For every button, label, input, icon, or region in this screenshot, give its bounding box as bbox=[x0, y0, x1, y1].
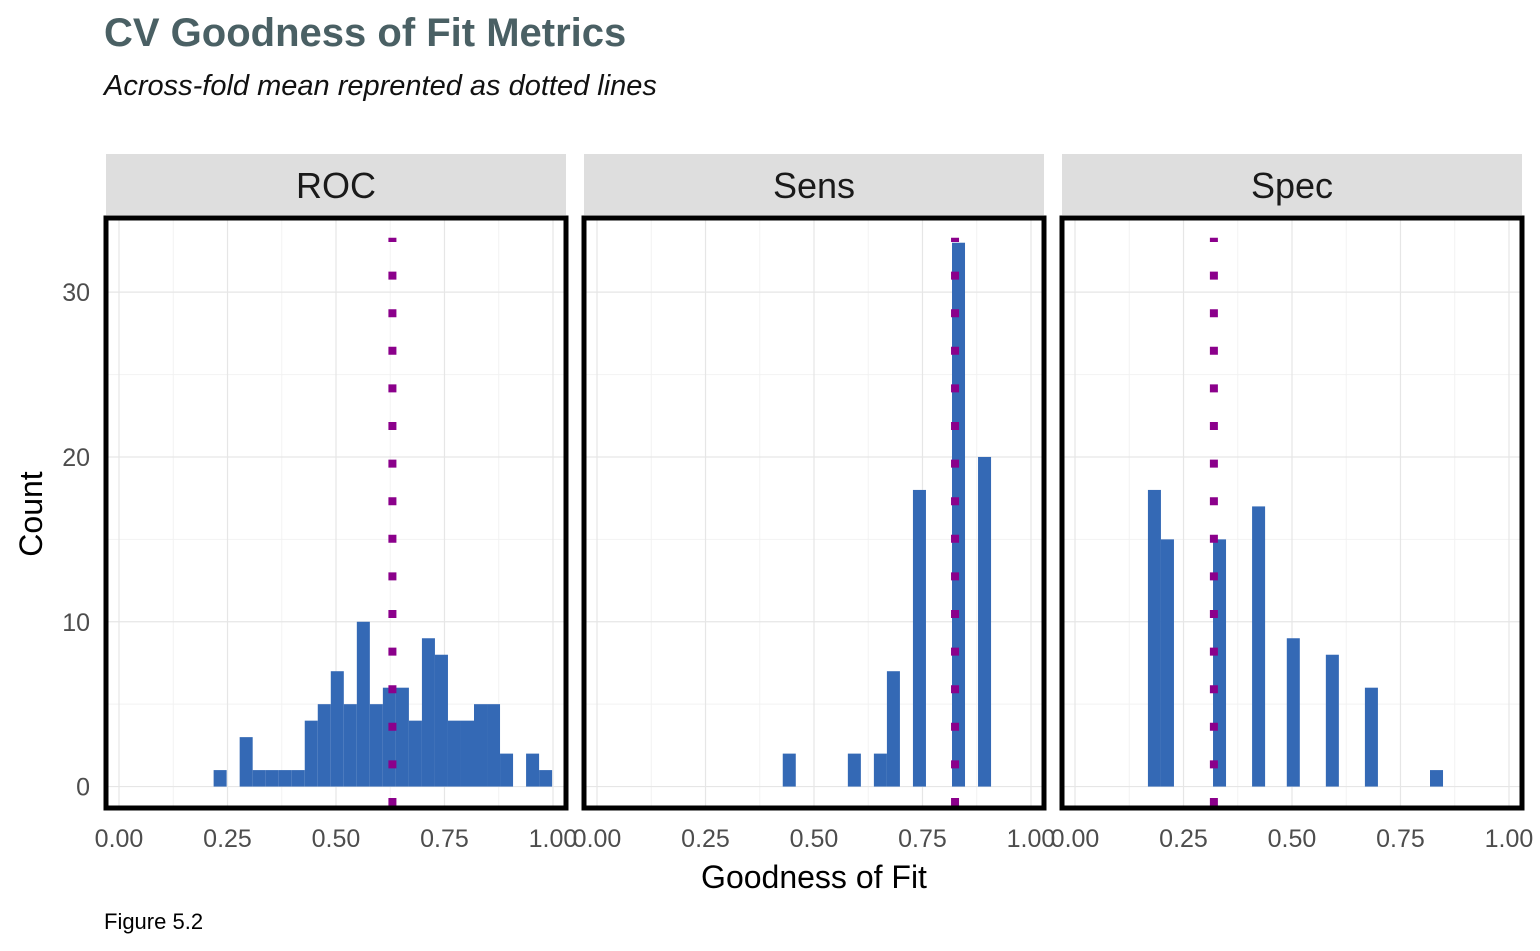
y-tick-label: 10 bbox=[62, 609, 90, 637]
histogram-bar bbox=[1286, 638, 1300, 787]
histogram-bar bbox=[500, 753, 514, 787]
x-tick-label: 1.00 bbox=[529, 825, 578, 853]
histogram-bar bbox=[317, 704, 331, 787]
histogram-bar bbox=[434, 654, 448, 787]
y-tick-label: 0 bbox=[76, 774, 90, 802]
panel-border bbox=[103, 215, 569, 811]
x-tick-label: 0.75 bbox=[898, 825, 947, 853]
histogram-bar bbox=[952, 242, 966, 787]
facet-strip-label: ROC bbox=[296, 165, 376, 206]
x-tick-label: 0.50 bbox=[790, 825, 839, 853]
histogram-bar bbox=[847, 753, 861, 787]
histogram-bar bbox=[1325, 654, 1339, 787]
histogram-bar bbox=[526, 753, 540, 787]
y-tick-label: 20 bbox=[62, 444, 90, 472]
histogram-bar bbox=[487, 704, 501, 787]
histogram-bar bbox=[395, 687, 409, 787]
histogram-bar bbox=[1364, 687, 1378, 787]
histogram-bar bbox=[873, 753, 887, 787]
chart-subtitle: Across-fold mean reprented as dotted lin… bbox=[102, 70, 657, 102]
histogram-bar bbox=[213, 770, 227, 787]
x-tick-label: 0.00 bbox=[1051, 825, 1100, 853]
facet-panel-sens: Sens 0.00 0.25 0.50 0.75 1.00 bbox=[573, 154, 1056, 853]
chart-title: CV Goodness of Fit Metrics bbox=[104, 11, 626, 55]
facet-panels: ROC 0.00 0.25 0.50 0.75 1.00 Sens 0.00 0.25 0.50 0… bbox=[95, 154, 1534, 853]
facet-panel-spec: Spec 0.00 0.25 0.50 0.75 1.00 bbox=[1051, 154, 1534, 853]
histogram-bar bbox=[782, 753, 796, 787]
x-tick-label: 0.00 bbox=[95, 825, 144, 853]
x-tick-label: 0.25 bbox=[1159, 825, 1208, 853]
histogram-bar bbox=[1147, 489, 1161, 787]
histogram-bar bbox=[474, 704, 488, 787]
x-tick-label: 0.25 bbox=[203, 825, 252, 853]
histogram-bar bbox=[304, 720, 318, 787]
x-axis-title: Goodness of Fit bbox=[701, 859, 927, 895]
facet-panel-roc: ROC 0.00 0.25 0.50 0.75 1.00 bbox=[95, 154, 578, 853]
histogram-bar bbox=[265, 770, 279, 787]
histogram-bar bbox=[1160, 539, 1174, 787]
histogram-bar bbox=[1430, 770, 1444, 787]
histogram-bar bbox=[382, 687, 396, 787]
x-tick-label: 0.75 bbox=[1376, 825, 1425, 853]
y-tick-label: 30 bbox=[62, 279, 90, 307]
histogram-bar bbox=[1252, 506, 1266, 787]
histogram-bar bbox=[343, 704, 357, 787]
x-tick-label: 1.00 bbox=[1485, 825, 1534, 853]
histogram-bar bbox=[421, 638, 435, 787]
facet-strip bbox=[106, 154, 566, 215]
x-tick-label: 0.50 bbox=[1268, 825, 1317, 853]
histogram-bar bbox=[356, 621, 370, 787]
histogram-bar bbox=[369, 704, 383, 787]
histogram-bar bbox=[408, 720, 422, 787]
histogram-bar bbox=[539, 770, 553, 787]
x-tick-label: 0.25 bbox=[681, 825, 730, 853]
panel-border bbox=[581, 215, 1047, 811]
histogram-bar bbox=[912, 489, 926, 787]
facet-strip bbox=[1062, 154, 1522, 215]
x-tick-label: 0.75 bbox=[420, 825, 469, 853]
histogram-bar bbox=[291, 770, 305, 787]
histogram-bar bbox=[978, 456, 992, 787]
histogram-bar bbox=[252, 770, 266, 787]
histogram-bar bbox=[278, 770, 292, 787]
histogram-bar bbox=[447, 720, 461, 787]
x-tick-label: 1.00 bbox=[1007, 825, 1056, 853]
facet-strip bbox=[584, 154, 1044, 215]
y-axis: 0 10 20 30 bbox=[62, 279, 90, 801]
y-axis-title: Count bbox=[13, 471, 49, 557]
histogram-bar bbox=[330, 671, 344, 787]
histogram-bar bbox=[886, 671, 900, 787]
histogram-bar bbox=[460, 720, 474, 787]
histogram-bar bbox=[239, 737, 253, 787]
panel-border bbox=[1059, 215, 1525, 811]
figure-caption: Figure 5.2 bbox=[104, 909, 203, 934]
x-tick-label: 0.00 bbox=[573, 825, 622, 853]
facet-strip-label: Spec bbox=[1251, 165, 1333, 206]
facet-strip-label: Sens bbox=[773, 165, 855, 206]
x-tick-label: 0.50 bbox=[312, 825, 361, 853]
